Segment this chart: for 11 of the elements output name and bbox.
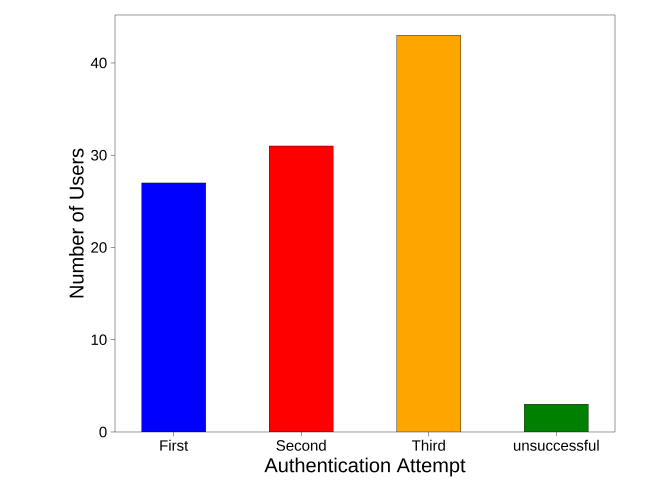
y-tick-label: 0 xyxy=(99,426,107,438)
x-axis-title: Authentication Attempt xyxy=(264,458,466,476)
x-tick-label: First xyxy=(160,440,188,451)
y-tick-label: 30 xyxy=(91,150,107,161)
y-axis-title: Number of Users xyxy=(68,148,84,298)
x-tick-label: Second xyxy=(276,440,326,451)
y-tick-label: 20 xyxy=(91,242,107,253)
y-tick-label: 40 xyxy=(90,58,107,68)
y-tick-label: 10 xyxy=(92,334,107,346)
x-tick-label: unsuccessful xyxy=(514,440,599,451)
x-tick-label: Third xyxy=(412,440,445,451)
